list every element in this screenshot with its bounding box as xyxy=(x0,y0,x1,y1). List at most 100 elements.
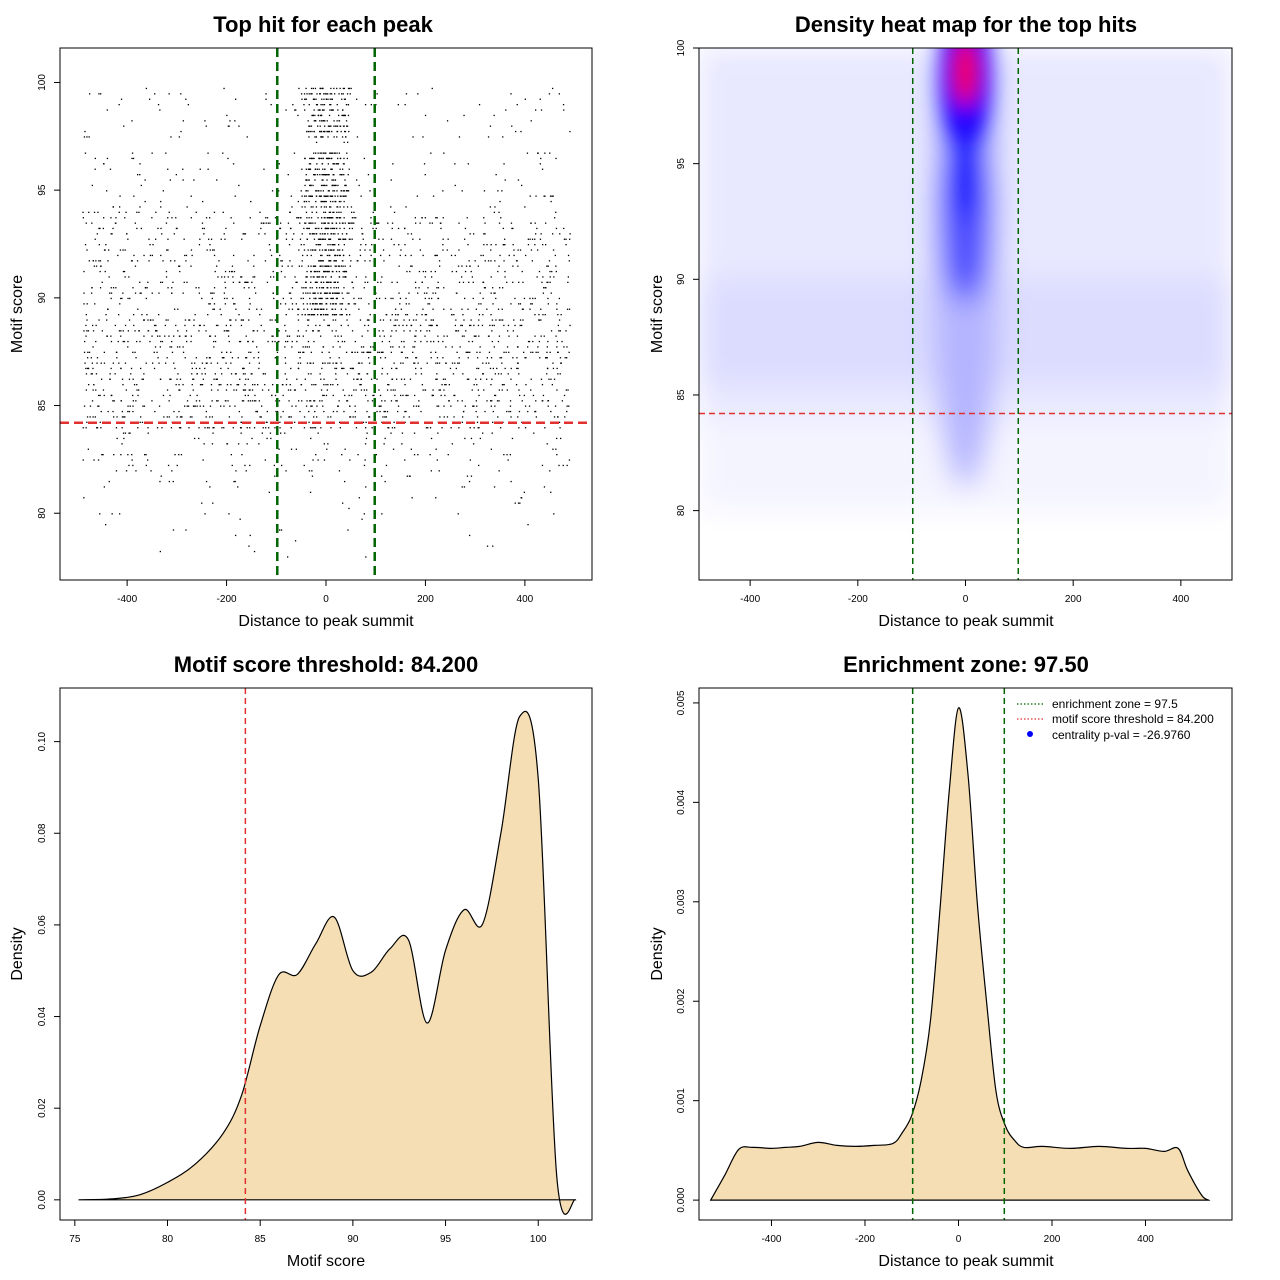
scatter-point xyxy=(133,254,135,257)
scatter-point xyxy=(322,190,324,192)
scatter-point xyxy=(253,330,255,332)
scatter-point xyxy=(512,357,514,359)
scatter-point xyxy=(196,405,198,407)
scatter-point xyxy=(342,109,344,111)
scatter-point xyxy=(365,394,367,397)
scatter-point xyxy=(464,270,467,273)
scatter-point xyxy=(169,394,171,397)
scatter-point xyxy=(353,297,355,300)
scatter-point xyxy=(325,200,327,203)
scatter-point xyxy=(275,410,277,413)
scatter-point xyxy=(373,394,375,397)
scatter-point xyxy=(88,136,90,138)
scatter-point xyxy=(382,330,384,332)
scatter-point xyxy=(305,211,308,213)
scatter-point xyxy=(529,297,531,300)
scatter-point xyxy=(113,416,115,418)
scatter-point xyxy=(482,373,484,375)
scatter-point xyxy=(378,330,380,332)
scatter-point xyxy=(288,308,290,310)
scatter-point xyxy=(435,217,437,219)
scatter-point xyxy=(346,125,348,127)
scatter-point xyxy=(324,152,326,154)
scatter-point xyxy=(431,222,433,224)
scatter-point xyxy=(557,416,559,418)
scatter-point xyxy=(393,324,395,327)
scatter-point xyxy=(94,157,96,160)
scatter-point xyxy=(207,152,209,154)
scatter-point xyxy=(521,270,523,273)
scatter-point xyxy=(229,405,231,407)
scatter-point xyxy=(302,254,304,257)
scatter-point xyxy=(242,373,245,375)
scatter-point xyxy=(270,104,272,106)
scatter-point xyxy=(499,357,501,359)
scatter-point xyxy=(467,308,469,310)
scatter-point xyxy=(560,362,562,364)
scatter-point xyxy=(331,98,333,100)
scatter-point xyxy=(127,238,129,240)
scatter-point xyxy=(310,351,312,353)
scatter-point xyxy=(326,120,328,122)
x-axis: -400 -200 0 200 400 xyxy=(117,580,534,605)
scatter-point xyxy=(351,217,354,219)
scatter-point xyxy=(543,195,545,197)
scatter-point xyxy=(539,357,541,359)
scatter-point xyxy=(327,362,329,364)
scatter-point xyxy=(546,281,548,283)
scatter-point xyxy=(493,114,495,117)
scatter-point xyxy=(491,378,493,380)
scatter-point xyxy=(566,346,568,348)
scatter-point xyxy=(368,362,371,364)
scatter-point xyxy=(458,427,460,429)
scatter-point xyxy=(316,93,318,95)
scatter-point xyxy=(393,244,395,246)
scatter-point xyxy=(436,217,438,219)
scatter-point xyxy=(381,373,383,375)
scatter-point xyxy=(510,93,512,95)
scatter-point xyxy=(338,152,340,154)
scatter-point xyxy=(122,384,124,386)
scatter-point xyxy=(255,292,257,294)
scatter-point xyxy=(157,335,159,337)
scatter-point xyxy=(490,276,492,278)
scatter-point xyxy=(213,254,216,257)
heatmap-high-density xyxy=(942,48,989,141)
scatter-point xyxy=(133,314,135,316)
scatter-point xyxy=(509,405,512,407)
scatter-point xyxy=(400,351,403,353)
scatter-point xyxy=(207,168,209,170)
scatter-point xyxy=(134,222,136,224)
scatter-point xyxy=(180,454,183,456)
scatter-point xyxy=(241,238,243,240)
scatter-point xyxy=(468,378,470,380)
scatter-point xyxy=(184,324,186,327)
scatter-point xyxy=(231,357,234,359)
scatter-point xyxy=(348,168,350,170)
scatter-point xyxy=(136,211,138,213)
scatter-point xyxy=(464,227,467,230)
scatter-point xyxy=(412,238,414,240)
scatter-point xyxy=(464,238,466,240)
scatter-point xyxy=(351,367,353,370)
scatter-point xyxy=(138,211,140,213)
scatter-point xyxy=(136,340,138,343)
scatter-point xyxy=(305,190,307,192)
scatter-point xyxy=(212,502,214,504)
scatter-point xyxy=(186,206,188,208)
scatter-point xyxy=(509,410,512,413)
scatter-point xyxy=(343,367,345,370)
scatter-point xyxy=(346,190,348,192)
scatter-point xyxy=(170,378,172,380)
scatter-point xyxy=(264,260,267,262)
scatter-point xyxy=(375,222,378,224)
scatter-point xyxy=(305,281,307,283)
scatter-point xyxy=(347,114,350,117)
scatter-point xyxy=(391,378,394,380)
scatter-point xyxy=(168,93,170,95)
scatter-point xyxy=(568,308,571,310)
scatter-point xyxy=(325,174,327,176)
scatter-point xyxy=(208,238,210,240)
scatter-point xyxy=(303,249,306,251)
scatter-point xyxy=(229,120,231,122)
